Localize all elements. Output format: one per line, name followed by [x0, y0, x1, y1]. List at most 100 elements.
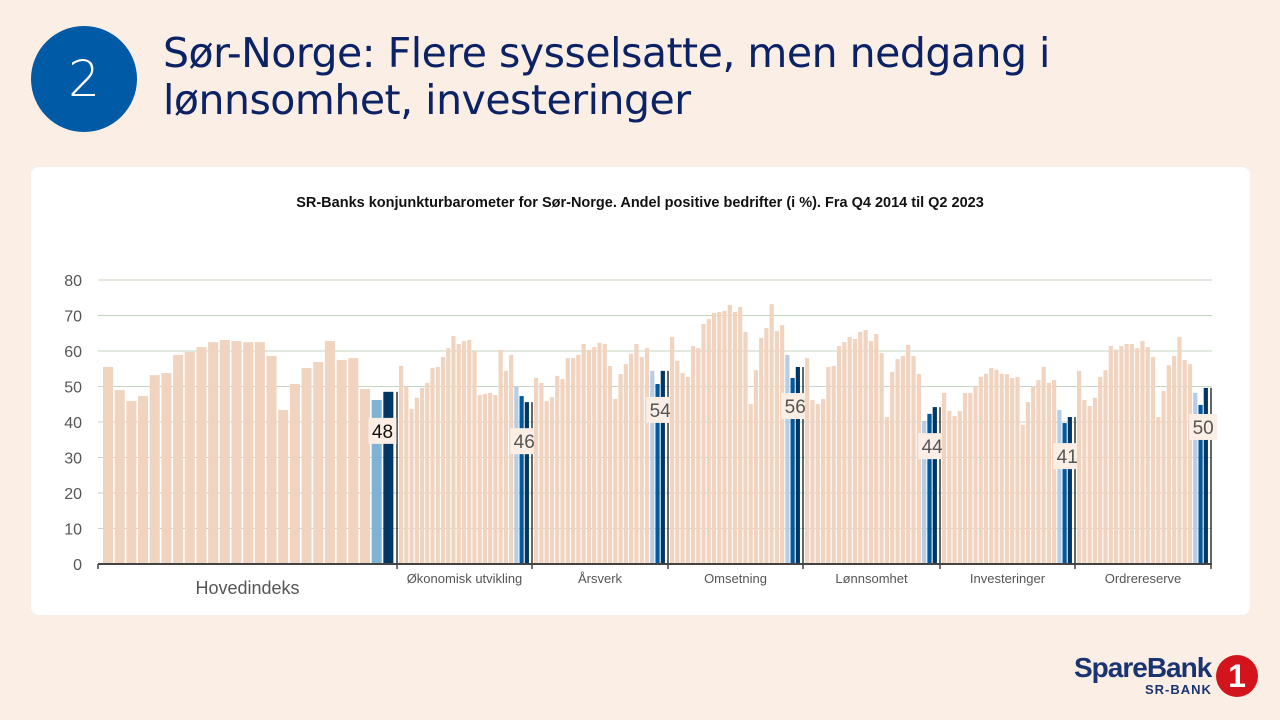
bar	[962, 392, 968, 564]
bar	[722, 310, 727, 564]
bar	[732, 311, 738, 564]
bar	[184, 352, 195, 564]
bar	[634, 343, 639, 564]
chart-title: SR-Banks konjunkturbarometer for Sør-Nor…	[296, 195, 984, 211]
bar	[519, 396, 524, 564]
bar	[911, 355, 916, 564]
value-label: 46	[514, 432, 535, 453]
bar	[456, 343, 461, 564]
bar	[514, 386, 519, 564]
category-label: Investeringer	[970, 571, 1046, 586]
bar	[467, 339, 472, 564]
bar	[785, 354, 790, 564]
bar	[289, 384, 300, 564]
y-tick-label: 20	[64, 486, 82, 503]
bar	[414, 397, 419, 564]
bar	[1182, 359, 1187, 564]
bar	[602, 343, 607, 564]
bar	[874, 333, 879, 564]
bar	[482, 393, 488, 564]
bar	[879, 353, 884, 564]
bar	[430, 368, 435, 564]
bar	[1098, 376, 1103, 564]
bar	[570, 358, 576, 564]
bar	[138, 396, 149, 564]
bar	[243, 342, 254, 564]
bar	[1010, 377, 1015, 564]
bar	[1025, 402, 1031, 564]
bar	[999, 373, 1004, 564]
bar	[1193, 392, 1198, 564]
bar	[560, 379, 565, 564]
sparebank-logo: SpareBank SR-BANK 1	[1072, 652, 1262, 702]
bar	[629, 353, 634, 564]
bar	[805, 358, 810, 564]
value-label: 50	[1193, 418, 1214, 439]
bar	[842, 342, 847, 564]
bar	[764, 327, 769, 564]
bar	[884, 417, 890, 564]
bar	[639, 357, 644, 564]
bar	[618, 374, 623, 564]
bar	[126, 401, 137, 564]
bar	[196, 347, 207, 564]
bar	[1036, 380, 1041, 564]
bar	[906, 344, 911, 564]
bar	[1156, 417, 1161, 564]
bar	[1087, 406, 1092, 564]
bar	[780, 325, 785, 564]
bar	[1103, 370, 1108, 564]
bar	[696, 348, 701, 564]
bar	[359, 388, 371, 564]
logo-mark-icon: 1	[1216, 655, 1258, 697]
page-title: Sør-Norge: Flere sysselsatte, men nedgan…	[163, 29, 1050, 124]
bar	[947, 410, 952, 564]
bar	[419, 387, 425, 564]
value-label: 54	[650, 401, 672, 422]
bar	[539, 382, 544, 564]
bar	[383, 391, 394, 564]
bar	[173, 354, 184, 564]
bar	[1015, 376, 1020, 564]
bar	[759, 337, 764, 564]
bar	[774, 331, 779, 564]
bar	[493, 395, 498, 564]
bar	[524, 402, 529, 564]
bar	[711, 313, 717, 564]
bar	[706, 319, 711, 564]
category-label: Ordrereserve	[1105, 571, 1182, 586]
bar	[748, 403, 753, 564]
bar	[1062, 423, 1067, 564]
bar	[690, 346, 696, 564]
bar	[301, 368, 312, 564]
bar	[973, 386, 978, 564]
bar	[208, 342, 219, 564]
bar	[1057, 409, 1062, 564]
bar	[922, 420, 927, 564]
bar	[586, 349, 592, 564]
bar	[994, 369, 999, 564]
bar	[534, 377, 539, 564]
bar	[1046, 382, 1051, 564]
bar	[810, 399, 815, 564]
bar	[313, 362, 324, 564]
bar	[371, 399, 382, 564]
bar	[399, 365, 404, 564]
bar	[983, 373, 989, 564]
bar	[607, 365, 613, 564]
bar	[451, 336, 456, 564]
bar	[644, 348, 650, 564]
y-tick-label: 50	[64, 380, 82, 397]
bar	[477, 395, 482, 564]
bar	[498, 349, 503, 564]
bar	[425, 382, 430, 564]
bar	[815, 403, 820, 564]
bar	[927, 413, 932, 564]
bar	[795, 366, 800, 564]
bar	[790, 377, 795, 564]
bar	[565, 358, 570, 564]
value-label-bg	[1053, 443, 1082, 470]
bar	[753, 370, 759, 564]
bar	[446, 348, 451, 564]
bar	[409, 408, 414, 564]
